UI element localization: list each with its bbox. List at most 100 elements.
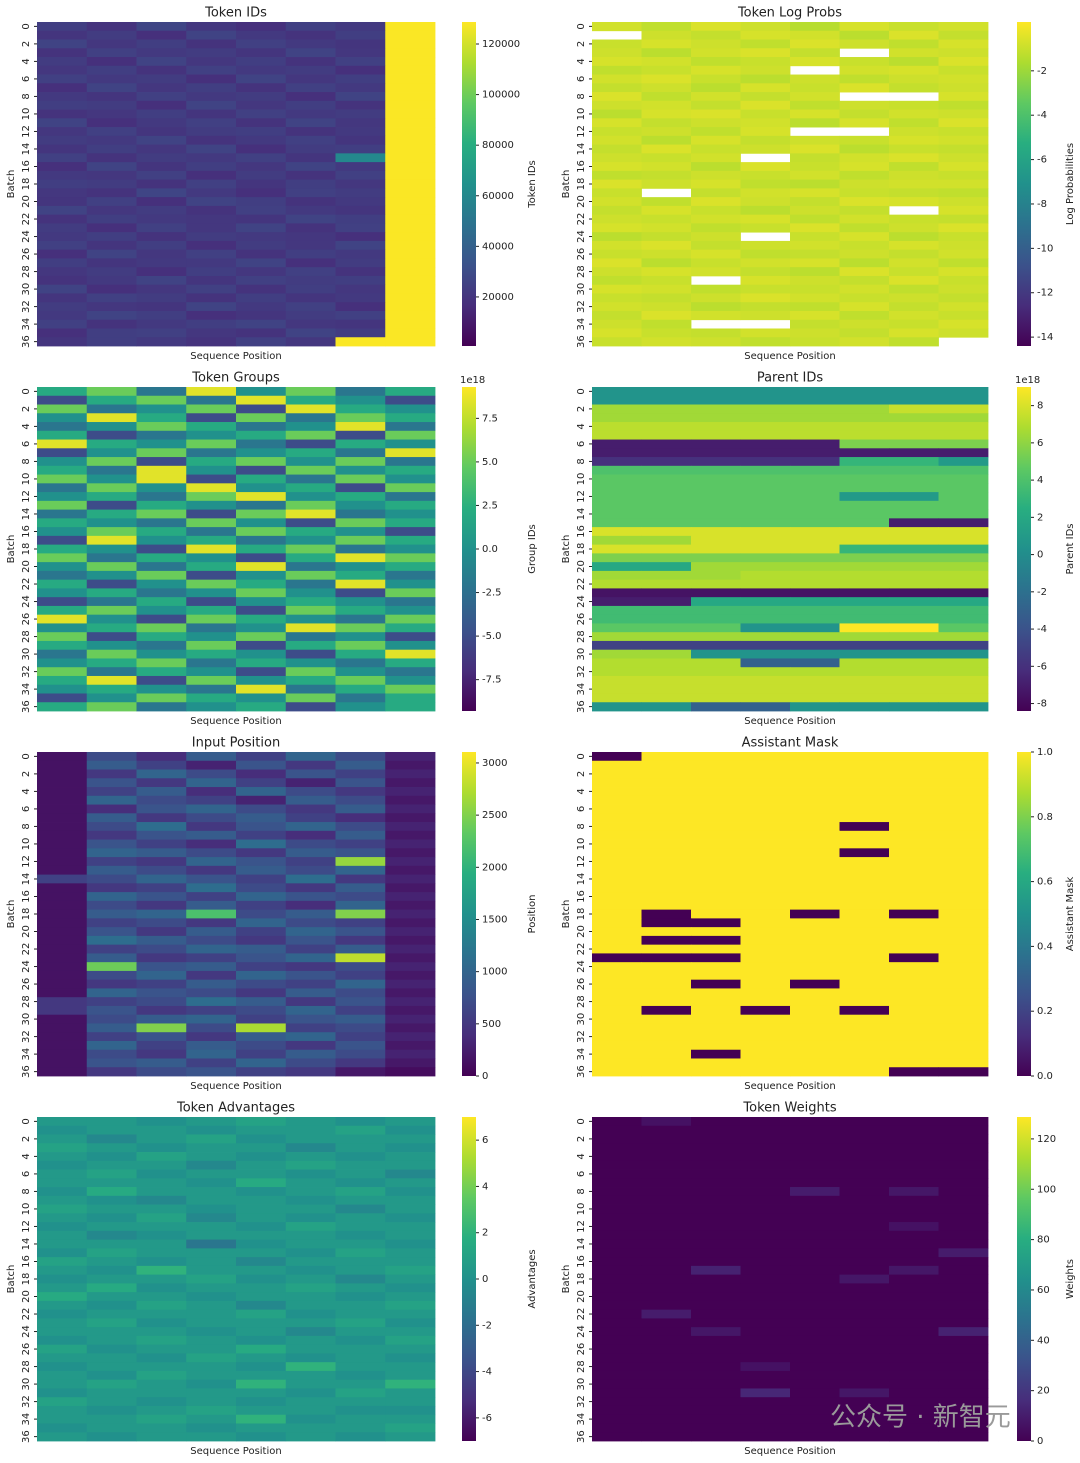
heatmap-cell <box>740 492 791 502</box>
heatmap-cell <box>385 319 436 329</box>
heatmap-cell <box>691 1005 741 1016</box>
colorbar <box>1017 752 1031 1076</box>
heatmap-cell <box>889 1239 939 1249</box>
heatmap-cell <box>790 752 840 762</box>
colorbar <box>1017 1117 1031 1441</box>
heatmap-cell <box>86 448 137 458</box>
heatmap-cell <box>592 830 642 840</box>
heatmap-cell <box>335 1414 386 1424</box>
heatmap-cell <box>641 997 692 1007</box>
heatmap-cell <box>236 413 287 423</box>
y-tick-label: 26 <box>576 613 587 626</box>
heatmap-cell <box>335 500 386 510</box>
heatmap-cell <box>938 275 989 286</box>
heatmap-cell <box>37 492 88 502</box>
heatmap-cell <box>136 1125 187 1135</box>
y-tick-label: 20 <box>21 560 32 573</box>
heatmap-cell <box>385 439 436 449</box>
heatmap-cell <box>86 232 137 242</box>
y-tick-label: 0 <box>21 753 32 759</box>
y-tick-label: 16 <box>21 160 32 173</box>
heatmap-cell <box>335 1318 386 1328</box>
heatmap-cell <box>37 30 88 40</box>
heatmap-cell <box>592 1257 642 1267</box>
heatmap-cell <box>691 675 741 686</box>
heatmap-cell <box>938 839 989 849</box>
heatmap-cell <box>592 918 642 928</box>
y-tick-label: 22 <box>21 578 32 591</box>
heatmap-cell <box>938 1213 989 1223</box>
heatmap-cell <box>691 1178 741 1188</box>
heatmap-cell <box>236 1432 287 1442</box>
heatmap-cell <box>186 1230 237 1240</box>
heatmap-cell <box>335 474 386 484</box>
heatmap-cell <box>839 474 890 484</box>
heatmap-cell <box>740 1397 791 1407</box>
y-tick-label: 0 <box>576 23 587 29</box>
heatmap-cell <box>740 1274 791 1284</box>
heatmap-cell <box>641 457 692 467</box>
heatmap-cell <box>740 1309 791 1319</box>
heatmap-cell <box>641 857 692 867</box>
heatmap-cell <box>385 1423 436 1433</box>
heatmap-cell <box>86 760 137 770</box>
heatmap-cell <box>938 109 989 119</box>
heatmap-cell <box>641 1405 692 1416</box>
heatmap-cell <box>37 778 88 788</box>
heatmap-cell <box>236 39 287 49</box>
heatmap-cell <box>938 22 989 32</box>
heatmap-cell <box>186 544 237 554</box>
heatmap-cell <box>37 760 88 770</box>
heatmap-cell <box>889 979 939 989</box>
heatmap-cell <box>335 527 386 537</box>
heatmap-cell <box>740 830 791 840</box>
heatmap-cell <box>385 918 436 928</box>
heatmap-cell <box>385 658 436 668</box>
heatmap-cell <box>641 232 692 242</box>
heatmap-cell <box>790 135 840 145</box>
heatmap-cell <box>335 962 386 972</box>
heatmap-cell <box>740 328 791 338</box>
heatmap-cell <box>740 57 791 67</box>
heatmap-cell <box>641 562 692 572</box>
heatmap-cell <box>236 649 287 659</box>
heatmap-cell <box>86 944 137 954</box>
heatmap-cell <box>86 1143 137 1153</box>
heatmap-cell <box>691 544 741 554</box>
y-tick-label: 22 <box>21 943 32 956</box>
colorbar-label: Token IDs <box>527 160 538 209</box>
y-tick-label: 4 <box>21 788 32 794</box>
y-tick-label: 8 <box>576 823 587 829</box>
heatmap-cell <box>691 804 741 814</box>
y-tick-label: 20 <box>21 1290 32 1303</box>
heatmap-cell <box>790 1049 840 1059</box>
heatmap-cell <box>938 649 989 659</box>
heatmap-cell <box>335 109 386 119</box>
heatmap-cell <box>790 492 840 502</box>
heatmap-cell <box>236 544 287 554</box>
heatmap-cell <box>335 1388 386 1398</box>
heatmap-cell <box>740 1388 791 1398</box>
heatmap-cell <box>186 1353 237 1363</box>
y-tick-label: 4 <box>21 58 32 64</box>
heatmap-cell <box>889 675 939 686</box>
heatmap-cell <box>37 874 88 884</box>
heatmap-cell <box>592 1195 642 1205</box>
heatmap-cell <box>285 205 336 216</box>
heatmap-cell <box>889 1432 939 1442</box>
heatmap-cell <box>641 492 692 502</box>
heatmap-cell <box>335 1067 386 1077</box>
heatmap-cell <box>236 1362 287 1372</box>
heatmap-cell <box>136 293 187 303</box>
colorbar-tick-label: -4 <box>1037 110 1047 121</box>
heatmap-cell <box>236 883 287 893</box>
heatmap-cell <box>889 492 939 502</box>
heatmap-cell <box>136 605 187 616</box>
heatmap-cell <box>236 865 287 875</box>
y-tick-label: 32 <box>576 300 587 313</box>
heatmap-cell <box>691 1265 741 1276</box>
heatmap-cell <box>37 518 88 528</box>
heatmap-cell <box>740 109 791 119</box>
heatmap-cell <box>186 127 237 137</box>
colorbar-tick-label: 60000 <box>482 191 514 202</box>
